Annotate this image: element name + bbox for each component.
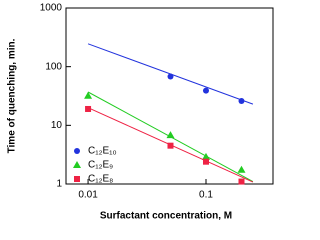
data-point [201, 152, 210, 160]
legend-label: C₁₂E₈ [88, 174, 113, 185]
y-tick-label: 100 [45, 61, 62, 72]
data-point [167, 142, 174, 149]
data-point [167, 73, 174, 80]
y-tick-label: 1 [56, 179, 62, 190]
data-point [238, 97, 245, 104]
data-point [202, 87, 209, 94]
y-tick-label: 10 [51, 120, 63, 131]
x-axis-title: Surfactant concentration, M [100, 211, 232, 222]
data-point [84, 91, 93, 99]
data-point [237, 165, 246, 173]
data-point [166, 131, 175, 139]
x-tick-label: 0.01 [78, 190, 98, 201]
legend-label: C₁₂E₁₀ [88, 146, 117, 157]
chart: Surfactant concentration, M Time of quen… [7, 3, 274, 222]
legend-marker [74, 148, 80, 154]
legend-marker [74, 176, 80, 182]
y-axis-title: Time of quenching, min. [7, 38, 18, 153]
legend-marker [73, 161, 81, 168]
data-point [202, 158, 209, 165]
y-tick-label: 1000 [40, 3, 63, 14]
legend-label: C₁₂E₉ [88, 160, 113, 171]
x-tick-label: 0.1 [199, 190, 213, 201]
data-point [85, 105, 92, 112]
plot-frame [65, 7, 274, 185]
data-point [238, 178, 245, 185]
